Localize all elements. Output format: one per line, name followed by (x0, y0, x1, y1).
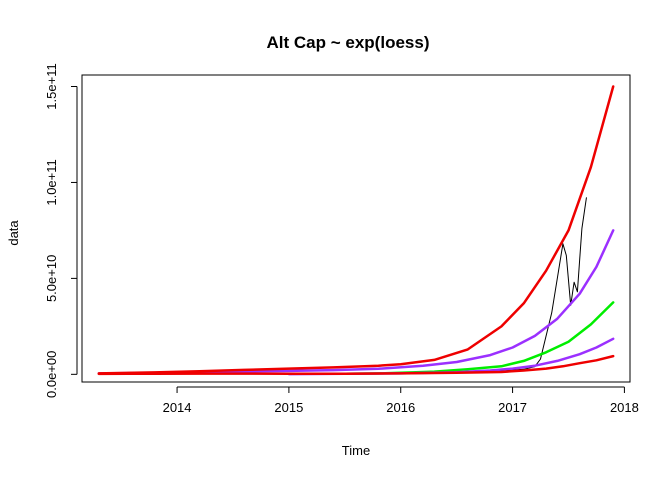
y-axis: 0.0e+00 5.0e+10 1.0e+11 1.5e+11 (44, 63, 78, 398)
series-layer (97, 85, 615, 376)
series-line-2 (97, 229, 615, 375)
chart-title: Alt Cap ~ exp(loess) (267, 33, 430, 52)
plot-frame (81, 74, 631, 383)
series-line-6 (97, 85, 615, 375)
x-tick-label: 2016 (386, 400, 415, 415)
y-tick-label: 0.0e+00 (44, 351, 59, 398)
x-tick-label: 2015 (274, 400, 303, 415)
series-line-3 (343, 301, 615, 375)
y-axis-label: data (6, 220, 21, 246)
x-axis: 2014 2015 2016 2017 2018 (163, 386, 639, 415)
x-axis-label: Time (342, 443, 370, 458)
y-tick-label: 1.0e+11 (44, 159, 59, 205)
series-line-5 (97, 354, 615, 376)
x-tick-label: 2017 (498, 400, 527, 415)
x-tick-label: 2018 (610, 400, 639, 415)
y-tick-label: 5.0e+10 (44, 255, 59, 302)
y-tick-label: 1.5e+11 (44, 63, 59, 109)
x-tick-label: 2014 (163, 400, 192, 415)
